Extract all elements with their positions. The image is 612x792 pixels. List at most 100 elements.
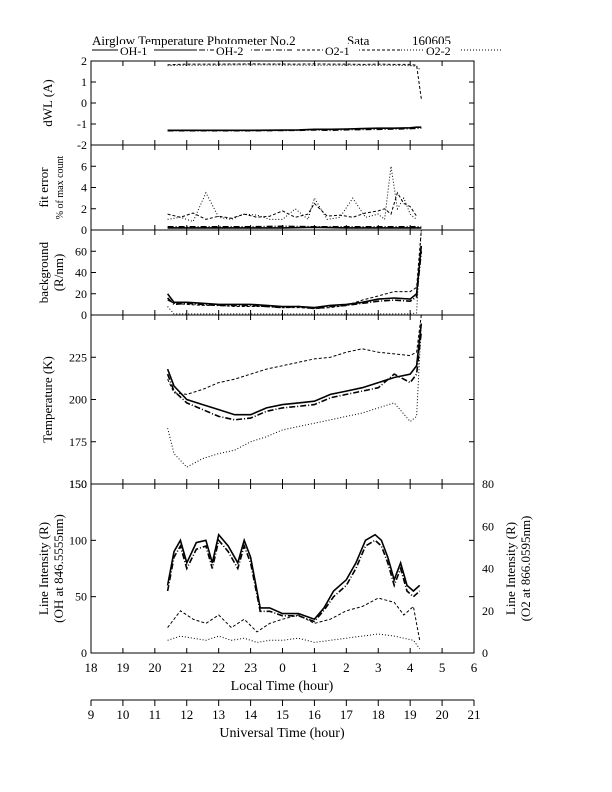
series-line-o2-1 [167,230,422,310]
series-line-oh-2 [166,538,421,623]
y-tick-label: 1 [81,75,87,89]
universal-time-axis-label: Universal Time (hour) [219,726,345,741]
y-tick-label: 6 [81,159,87,173]
local-time-tick-label: 22 [212,660,225,675]
universal-time-tick-label: 13 [212,707,225,722]
y-tick-label: 0 [81,646,87,660]
legend-label: O2-2 [426,44,451,58]
series-line-oh-1 [167,226,422,229]
y-tick-label: 40 [75,266,87,280]
panel-temperature: 150 175 200 225 Temperature (K) [40,314,475,491]
universal-time-tick-label: 18 [372,707,385,722]
y-axis-label-2: % of max count [55,155,66,219]
legend-label-bg [323,44,359,56]
series-line-o2-2 [167,64,421,70]
panel-frame [90,483,475,654]
y-tick-label: 60 [75,244,87,258]
y-tick-label: -2 [77,138,87,152]
y-tick-label: 2 [81,202,87,216]
y-axis-label: background [36,241,51,303]
y-axis-label: fit error [36,167,51,208]
local-time-axis-label: Local Time (hour) [231,679,334,694]
local-time-tick-label: 6 [471,660,478,675]
series-line-oh-1 [166,323,423,416]
series-line-o2-2 [167,633,421,650]
local-time-tick-label: 23 [244,660,257,675]
panel-frame [90,229,475,316]
y-tick-label: 0 [81,96,87,110]
universal-time-tick-label: 19 [404,707,417,722]
local-time-tick-label: 18 [85,660,98,675]
universal-time-tick-label: 17 [340,707,354,722]
universal-time-tick-label: 21 [468,707,481,722]
y-axis-label: dWL (A) [40,79,55,127]
y-tick-label: 100 [69,533,87,547]
y-axis-label-2: (OH at 846.5555nm) [51,514,66,623]
y-right-tick-label: 60 [482,519,494,533]
y-tick-label: 20 [75,287,87,301]
panel-fit: 0 2 4 6 fit error % of max count [36,144,475,237]
universal-time-tick-label: 15 [276,707,289,722]
y-tick-label: 4 [81,181,87,195]
y-axis-label: Line Intensity (R) [36,522,51,615]
panel-frame [90,60,475,146]
legend-label-bg [214,44,250,56]
local-time-tick-label: 2 [343,660,350,675]
series-line-o2-2 [167,323,422,468]
y-tick-label: 150 [69,477,87,491]
series-line-oh-2 [167,127,422,132]
y-axis-label: Temperature (K) [40,356,55,443]
y-tick-label: 225 [69,350,87,364]
y-tick-label: -1 [77,117,87,131]
series-line-o2-1 [167,315,422,395]
series-line-oh-1 [166,532,421,621]
local-time-tick-label: 4 [407,660,414,675]
universal-time-tick-label: 10 [116,707,129,722]
series-line-oh-1 [166,245,423,309]
local-time-tick-label: 1 [311,660,318,675]
y-right-tick-label: 40 [482,562,494,576]
legend-label-bg [424,44,460,56]
universal-time-tick-label: 11 [149,707,162,722]
series-line-o2-1 [167,63,422,99]
series-line-oh-2 [166,331,423,421]
y-right-axis-label: Line Intensity (R) [503,522,518,615]
panel-dwl: -2 -1 0 1 2 dWL (A) [40,54,475,152]
series-line-o2-2 [167,166,417,223]
y-tick-label: 50 [75,590,87,604]
panel-background: 0 20 40 60 background (R/nm) [36,229,475,322]
panel-frame [90,314,475,485]
local-time-tick-label: 5 [439,660,446,675]
local-time-tick-label: 21 [180,660,193,675]
chart-legend: OH-1 OH-2 O2-1 O2-2 [92,44,502,58]
local-time-tick-label: 20 [148,660,161,675]
legend-label: O2-1 [325,44,350,58]
universal-time-tick-label: 14 [244,707,258,722]
universal-time-tick-label: 20 [436,707,449,722]
y-right-tick-label: 0 [482,646,488,660]
series-line-oh-2 [167,225,422,228]
y-right-axis-label-2: (O2 at 866.0595nm) [518,516,533,622]
y-tick-label: 200 [69,393,87,407]
y-right-tick-label: 20 [482,604,494,618]
legend-label-bg [118,44,154,56]
universal-time-tick-label: 9 [88,707,95,722]
panel-frame [90,144,475,231]
series-line-o2-2 [167,230,422,315]
series-line-o2-1 [167,191,418,220]
series-line-oh-2 [167,251,423,310]
series-line-o2-1 [167,597,421,641]
y-axis-label-2: (R/nm) [51,254,66,292]
legend-label: OH-1 [120,44,147,58]
y-tick-label: 0 [81,223,87,237]
y-right-tick-label: 80 [482,477,494,491]
legend-label: OH-2 [216,44,243,58]
local-time-tick-label: 3 [375,660,382,675]
local-time-tick-label: 19 [116,660,129,675]
universal-time-tick-label: 12 [180,707,193,722]
y-tick-label: 0 [81,308,87,322]
chart-panels: -2 -1 0 1 2 dWL (A) 0 2 4 6 fit error % of max coun… [36,54,533,660]
local-time-tick-label: 0 [279,660,286,675]
